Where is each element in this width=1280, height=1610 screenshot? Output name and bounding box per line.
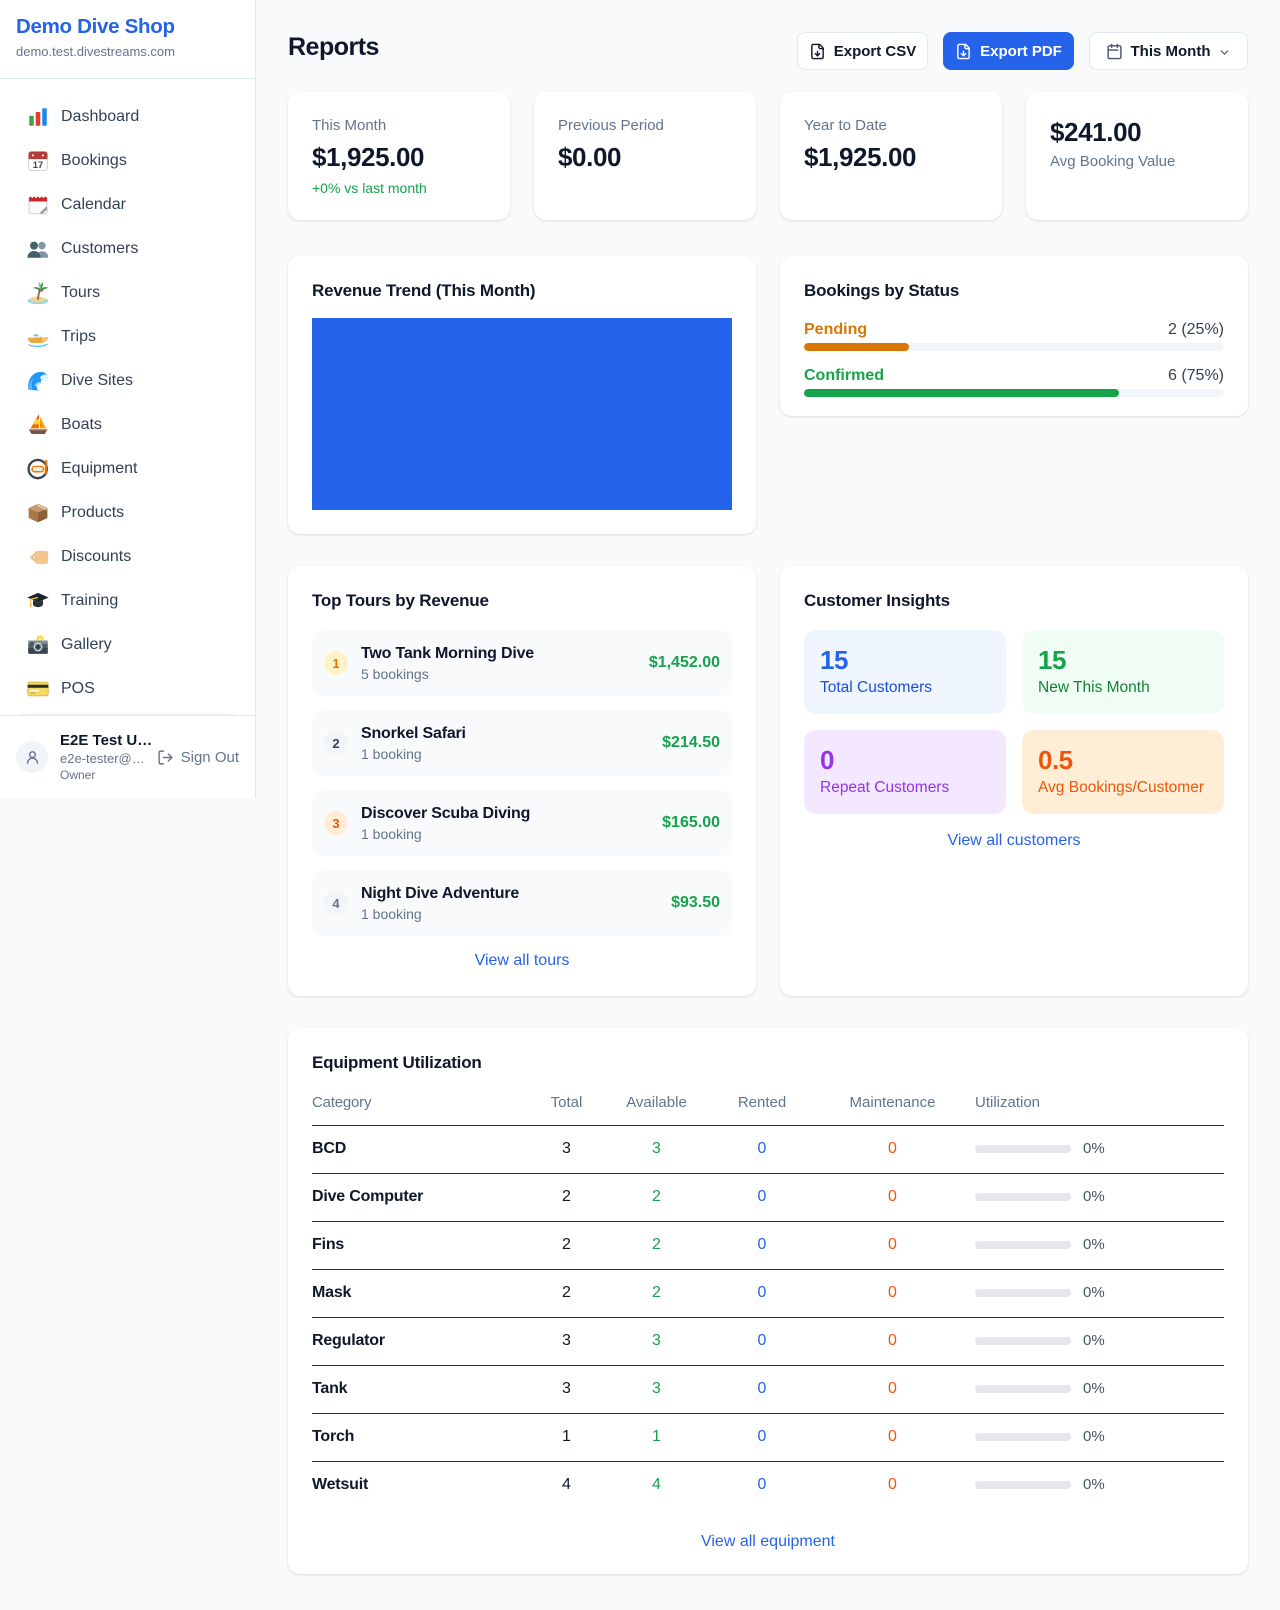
svg-text:17: 17 <box>33 160 43 170</box>
